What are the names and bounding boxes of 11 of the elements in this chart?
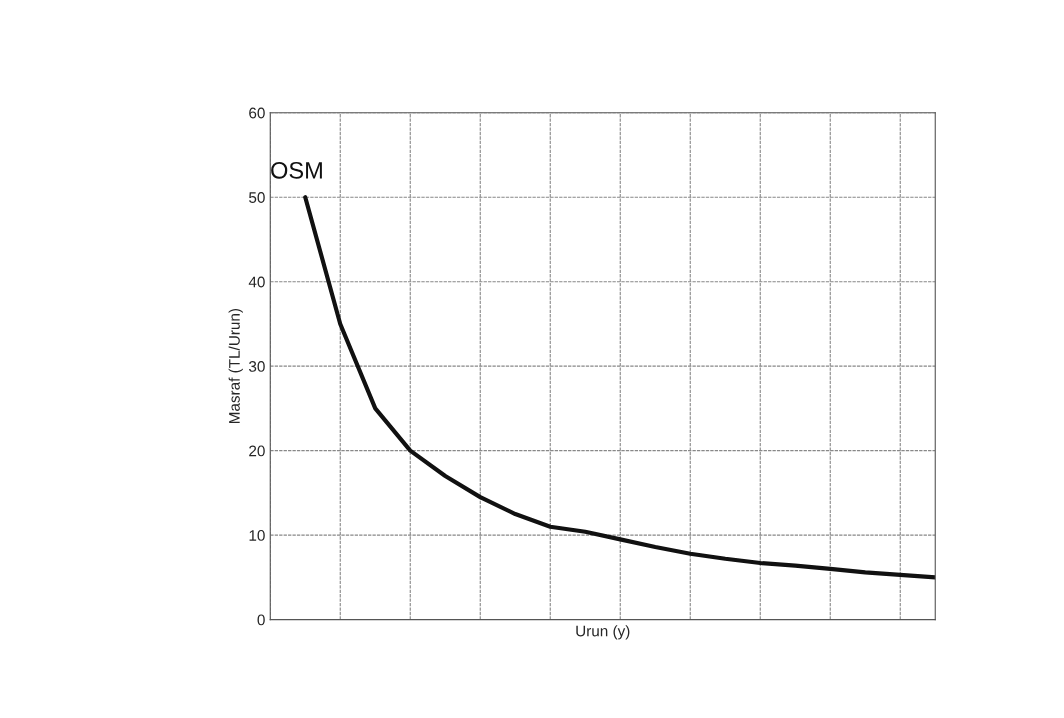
y-tick-label: 20 — [249, 445, 265, 457]
y-tick-label: 50 — [249, 192, 265, 203]
y-axis-title: Masraf (TL/Urun) — [228, 308, 243, 424]
line-series — [303, 195, 936, 580]
y-tick-label: 30 — [248, 361, 265, 372]
series-label: OSM — [271, 161, 322, 179]
y-tick-label: 10 — [249, 530, 265, 541]
y-tick-label: 0 — [257, 614, 265, 626]
y-tick-label: 60 — [249, 107, 265, 119]
y-tick-label: 40 — [248, 276, 265, 288]
x-axis-title: Urun (y) — [576, 625, 630, 640]
